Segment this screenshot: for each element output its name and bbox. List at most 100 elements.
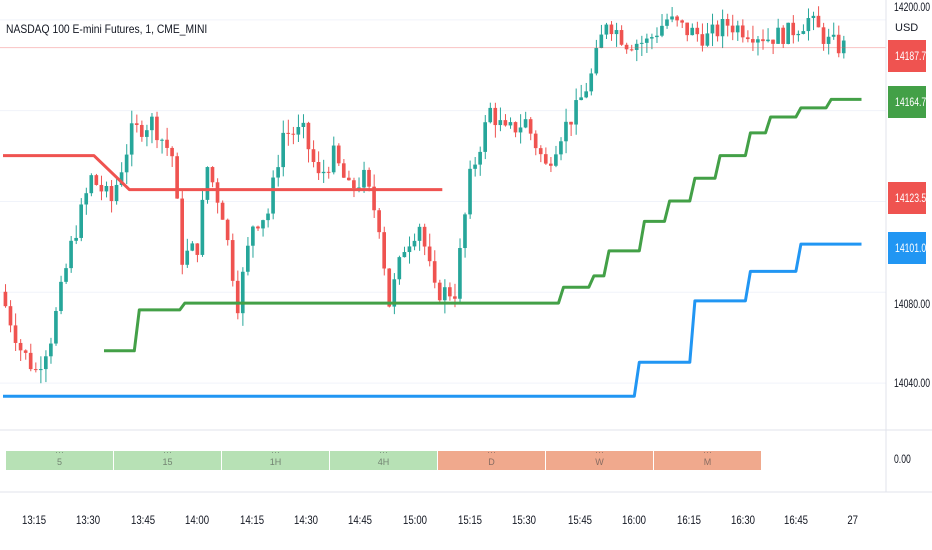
candle-body	[831, 34, 836, 37]
candle-body	[543, 154, 548, 164]
candle-body	[251, 226, 255, 246]
chart-title: NASDAQ 100 E-mini Futures, 1, CME_MINI	[6, 22, 208, 36]
time-axis-label: 16:30	[730, 513, 756, 527]
candle-body	[170, 147, 174, 157]
candle-body	[771, 39, 775, 44]
candle-body	[321, 171, 326, 174]
candle-body	[811, 15, 816, 19]
candle-body	[367, 169, 371, 187]
candle-body	[44, 356, 48, 370]
green-level-tag: 14164.75	[888, 86, 926, 118]
candle-body	[766, 39, 770, 42]
candle-body	[357, 187, 361, 189]
candle-body	[64, 268, 68, 282]
candle-body	[670, 16, 674, 20]
candle-body	[124, 154, 129, 173]
candle-body	[841, 40, 846, 54]
candle-body	[316, 162, 321, 174]
candle-body	[180, 198, 184, 265]
candle-body	[276, 167, 280, 178]
candle-body	[523, 119, 528, 128]
candle-body	[347, 177, 351, 181]
candle-body	[119, 172, 124, 185]
indicator-axis-label: 0.00	[894, 452, 911, 466]
candle-body	[513, 122, 518, 133]
candlestick-series	[3, 6, 846, 384]
candle-body	[463, 214, 467, 249]
indicator-cell-timeframe: D	[488, 457, 495, 467]
candle-body	[69, 240, 73, 269]
candle-body	[650, 37, 654, 39]
candle-body	[311, 149, 316, 163]
candle-body	[195, 243, 200, 255]
indicator-cell-value: ···	[487, 451, 496, 457]
indicator-cell-value: ···	[595, 451, 604, 457]
candle-body	[609, 24, 614, 35]
candle-body	[660, 25, 664, 36]
candle-body	[574, 100, 578, 125]
candle-body	[508, 122, 513, 126]
candle-body	[427, 246, 432, 262]
candle-body	[139, 124, 144, 137]
candle-body	[806, 18, 811, 32]
time-axis-label: 15:30	[511, 513, 537, 527]
candle-body	[589, 73, 594, 92]
indicator-cell: ··· 4H	[330, 451, 437, 470]
candle-body	[336, 145, 341, 164]
candle-body	[594, 48, 599, 74]
candle-body	[796, 33, 801, 36]
blue-level-tag: 14101.00	[888, 232, 926, 264]
time-axis-label: 14:45	[347, 513, 373, 527]
candle-body	[331, 145, 336, 173]
candle-body	[190, 243, 195, 251]
candle-body	[700, 34, 705, 46]
time-axis-label: 14:15	[239, 513, 265, 527]
candle-body	[569, 121, 573, 125]
time-axis-label: 13:45	[130, 513, 156, 527]
red-level-tag: 14123.50	[888, 182, 926, 214]
candle-body	[54, 310, 58, 344]
candle-body	[235, 280, 240, 314]
candle-body	[291, 133, 296, 135]
candle-body	[18, 342, 23, 351]
indicator-cell-value: ···	[379, 451, 388, 457]
candle-body	[710, 24, 715, 34]
candle-body	[675, 16, 679, 21]
candle-body	[665, 19, 669, 26]
time-axis-label: 16:45	[783, 513, 809, 527]
candle-body	[432, 261, 437, 283]
candle-body	[165, 139, 169, 148]
candle-body	[458, 248, 462, 299]
candle-body	[503, 120, 508, 126]
time-axis-label: 14:00	[184, 513, 210, 527]
time-axis-label: 13:30	[75, 513, 101, 527]
candle-body	[473, 164, 477, 169]
candle-body	[129, 123, 134, 155]
currency-label[interactable]: USD	[893, 22, 921, 34]
candle-body	[200, 199, 205, 255]
candle-body	[720, 19, 725, 37]
indicator-cell: ··· W	[546, 451, 653, 470]
candle-body	[362, 169, 366, 188]
time-axis-label: 15:15	[457, 513, 483, 527]
price-axis-label: 14040.00	[894, 376, 931, 390]
candle-body	[407, 246, 412, 253]
candle-body	[730, 25, 735, 33]
candle-body	[422, 226, 427, 247]
indicator-cell: ··· D	[438, 451, 545, 470]
candle-body	[705, 33, 710, 46]
candle-body	[735, 25, 740, 33]
candle-body	[518, 127, 523, 133]
chart-grid	[0, 19, 886, 384]
candle-body	[549, 163, 553, 166]
candle-body	[584, 91, 588, 98]
candle-body	[614, 30, 619, 35]
candle-body	[685, 22, 689, 36]
candle-body	[634, 43, 639, 50]
candle-body	[468, 168, 472, 215]
candle-body	[13, 325, 18, 343]
candle-body	[453, 296, 457, 299]
candle-body	[155, 116, 159, 141]
candle-body	[690, 27, 695, 36]
